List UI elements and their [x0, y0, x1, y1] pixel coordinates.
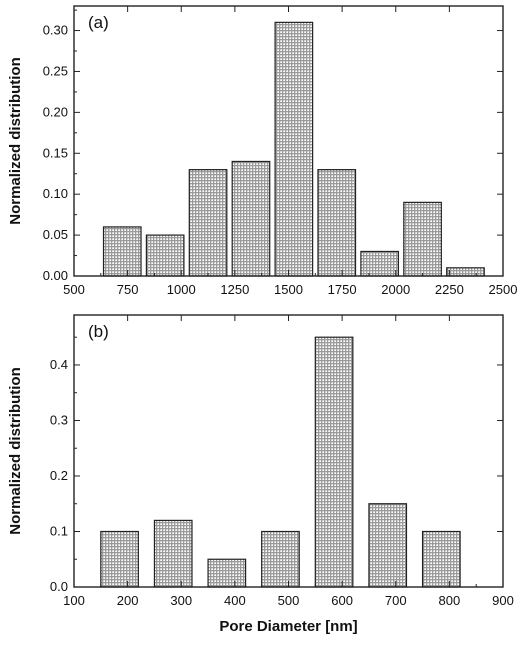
x-tick-label: 1500: [274, 282, 303, 297]
bar: [274, 21, 314, 277]
panel-a: 500 750 1000 1250 1500 1750 2000 2250 2500 0.000…: [7, 5, 517, 297]
bar: [207, 558, 247, 588]
panel-b-bars: [100, 336, 461, 588]
bar: [153, 519, 193, 588]
x-tick-label: 900: [492, 593, 514, 608]
panel-b: 100 200 300 400 500 600 700 800 900 0.0 0.1 0.2 0.3…: [7, 314, 514, 635]
panel-a-x-ticks: 500 750 1000 1250 1500 1750 2000 2250 2500: [63, 6, 517, 297]
panel-b-y-ticks: 0.0 0.1 0.2 0.3 0.4: [50, 336, 503, 594]
panel-b-y-axis-label: Normalized distribution: [7, 367, 24, 535]
x-tick-label: 500: [63, 282, 85, 297]
bar: [368, 503, 408, 588]
x-tick-label: 700: [385, 593, 407, 608]
y-tick-label: 0.0: [50, 579, 68, 594]
y-tick-label: 0.30: [43, 23, 68, 38]
x-tick-label: 300: [170, 593, 192, 608]
x-tick-label: 2250: [435, 282, 464, 297]
bar: [231, 160, 271, 277]
bar: [446, 267, 485, 277]
panel-a-y-axis-label: Normalized distribution: [7, 57, 24, 225]
bar: [360, 250, 400, 277]
bar: [317, 169, 357, 277]
x-tick-label: 200: [117, 593, 139, 608]
y-tick-label: 0.05: [43, 227, 68, 242]
y-tick-label: 0.2: [50, 468, 68, 483]
bar: [102, 226, 142, 277]
x-tick-label: 1750: [328, 282, 357, 297]
y-tick-label: 0.25: [43, 63, 68, 78]
y-tick-label: 0.15: [43, 145, 68, 160]
bar: [421, 530, 461, 588]
y-tick-label: 0.3: [50, 412, 68, 427]
bar: [145, 234, 185, 277]
y-tick-label: 0.00: [43, 268, 68, 283]
bar: [261, 530, 300, 588]
x-tick-label: 500: [278, 593, 300, 608]
bar: [188, 169, 228, 277]
panel-a-bars: [102, 21, 485, 277]
x-tick-label: 800: [439, 593, 461, 608]
bar: [100, 530, 139, 588]
x-tick-label: 600: [331, 593, 353, 608]
x-tick-label: 100: [63, 593, 85, 608]
panel-b-x-ticks: 100 200 300 400 500 600 700 800 900: [63, 315, 514, 608]
y-tick-label: 0.10: [43, 186, 68, 201]
x-tick-label: 1250: [220, 282, 249, 297]
y-tick-label: 0.4: [50, 357, 68, 372]
bar: [403, 201, 442, 277]
panel-b-x-axis-label: Pore Diameter [nm]: [219, 618, 357, 635]
panel-b-label: (b): [88, 322, 109, 341]
y-tick-label: 0.20: [43, 104, 68, 119]
bar: [314, 336, 354, 588]
x-tick-label: 1000: [167, 282, 196, 297]
panel-a-y-ticks: 0.00 0.05 0.10 0.15 0.20 0.25 0.30: [43, 9, 503, 283]
x-tick-label: 750: [117, 282, 139, 297]
x-tick-label: 2000: [381, 282, 410, 297]
panel-a-label: (a): [88, 13, 109, 32]
x-tick-label: 400: [224, 593, 246, 608]
x-tick-label: 2500: [489, 282, 518, 297]
y-tick-label: 0.1: [50, 523, 68, 538]
